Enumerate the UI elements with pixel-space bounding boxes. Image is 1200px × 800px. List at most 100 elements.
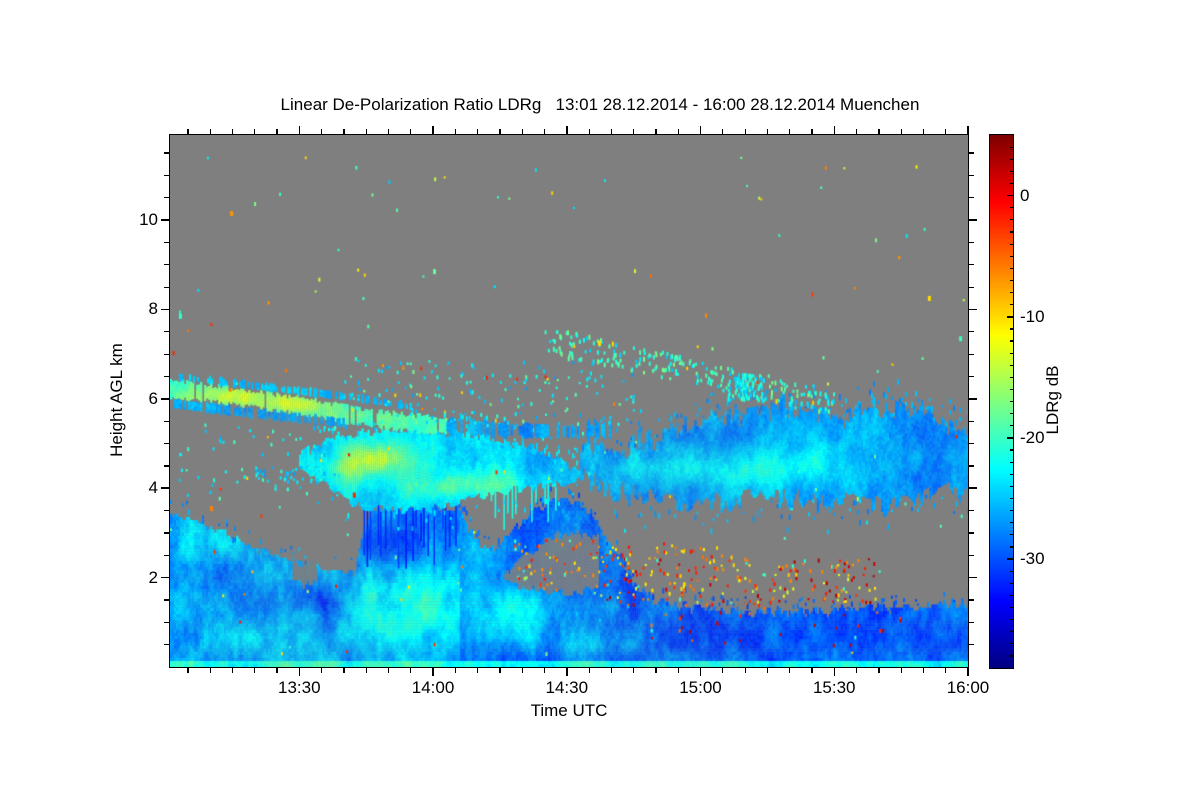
y-major-tick-right [969, 487, 977, 490]
x-minor-tick [922, 668, 925, 673]
y-tick-label: 4 [148, 478, 158, 498]
y-tick-label: 2 [148, 567, 158, 587]
colorbar-minor-tick [1010, 182, 1013, 185]
y-minor-tick [164, 152, 169, 154]
y-minor-tick-right [969, 375, 974, 378]
colorbar-minor-tick [1010, 304, 1013, 306]
x-minor-tick [744, 668, 746, 673]
x-major-tick-top [566, 126, 568, 134]
colorbar-label: LDRg dB [1043, 365, 1062, 435]
colorbar-tick-label: 0 [1020, 185, 1030, 205]
y-minor-tick-right [969, 465, 974, 467]
x-minor-tick [677, 668, 679, 673]
y-minor-tick-right [969, 554, 974, 556]
y-minor-tick [164, 465, 169, 467]
y-minor-tick-right [969, 353, 974, 355]
colorbar-minor-tick [1010, 267, 1013, 269]
colorbar-minor-tick [1010, 364, 1013, 366]
x-minor-tick [499, 668, 501, 673]
colorbar-minor-tick [1010, 485, 1013, 487]
y-minor-tick [164, 510, 169, 512]
x-minor-tick-top [588, 129, 590, 134]
colorbar-minor-tick [1010, 631, 1013, 633]
y-minor-tick-right [969, 286, 974, 288]
x-minor-tick [588, 668, 590, 673]
colorbar-minor-tick [1010, 510, 1013, 512]
y-minor-tick-right [969, 152, 974, 154]
plot-frame [169, 134, 969, 668]
y-minor-tick [164, 264, 169, 266]
y-minor-tick-right [969, 264, 974, 266]
y-minor-tick [164, 599, 169, 601]
colorbar-minor-tick [1010, 352, 1013, 354]
x-minor-tick [811, 668, 813, 673]
colorbar-tick-label: -30 [1020, 548, 1045, 568]
colorbar-minor-tick [1010, 255, 1013, 257]
x-minor-tick-top [610, 129, 613, 134]
x-minor-tick [521, 668, 523, 673]
x-minor-tick [410, 668, 412, 673]
colorbar-tick-label: -20 [1020, 427, 1045, 447]
x-axis-label: Time UTC [530, 701, 608, 720]
x-minor-tick-top [521, 129, 523, 134]
x-major-tick-top [432, 126, 434, 134]
y-minor-tick [164, 644, 169, 646]
colorbar-minor-tick [1010, 606, 1013, 609]
x-minor-tick-top [900, 129, 902, 134]
colorbar-minor-tick [1010, 497, 1013, 500]
y-major-tick [161, 398, 169, 400]
y-major-tick [161, 576, 169, 579]
x-minor-tick-top [945, 129, 947, 134]
x-tick-label: 15:30 [812, 678, 856, 697]
x-minor-tick-top [209, 129, 211, 134]
x-minor-tick-top [276, 129, 278, 134]
x-minor-tick [945, 668, 947, 673]
colorbar-minor-tick [1010, 243, 1013, 245]
colorbar-minor-tick [1010, 534, 1013, 536]
x-minor-tick [454, 668, 456, 673]
colorbar-minor-tick [1010, 619, 1013, 621]
x-minor-tick [387, 668, 390, 673]
y-minor-tick [164, 241, 169, 243]
x-major-tick [566, 668, 568, 676]
y-minor-tick-right [969, 532, 974, 534]
y-minor-tick-right [969, 644, 974, 646]
y-major-tick-right [969, 308, 977, 311]
colorbar-major-tick [1007, 558, 1013, 560]
y-minor-tick-right [969, 510, 974, 512]
colorbar-minor-tick [1010, 582, 1013, 584]
x-minor-tick-top [254, 129, 256, 134]
x-minor-tick [856, 668, 858, 673]
colorbar-minor-tick [1010, 425, 1013, 427]
x-minor-tick-top [766, 129, 769, 134]
x-minor-tick-top [365, 129, 367, 134]
colorbar-minor-tick [1010, 376, 1013, 378]
x-minor-tick-top [922, 129, 925, 134]
y-minor-tick-right [969, 442, 974, 445]
x-major-tick-top [699, 126, 702, 134]
x-minor-tick [343, 668, 345, 673]
x-minor-tick-top [633, 129, 635, 134]
x-minor-tick-top [343, 129, 345, 134]
x-minor-tick-top [811, 129, 813, 134]
x-major-tick [967, 668, 969, 676]
y-minor-tick [164, 554, 169, 556]
y-tick-label: 6 [148, 388, 158, 408]
colorbar-major-tick [1007, 315, 1013, 318]
x-minor-tick [633, 668, 635, 673]
colorbar-minor-tick [1010, 413, 1013, 415]
x-minor-tick [766, 668, 769, 673]
colorbar-minor-tick [1010, 546, 1013, 548]
colorbar-minor-tick [1010, 388, 1013, 391]
x-minor-tick-top [231, 129, 234, 134]
x-minor-tick-top [543, 129, 546, 134]
x-minor-tick-top [856, 129, 858, 134]
y-minor-tick [164, 420, 169, 422]
colorbar-minor-tick [1010, 219, 1013, 221]
x-major-tick-top [967, 126, 969, 134]
colorbar-minor-tick [1010, 522, 1013, 524]
chart-title: Linear De-Polarization Ratio LDRg 13:01 … [280, 95, 920, 114]
colorbar-minor-tick [1010, 461, 1013, 463]
y-major-tick [161, 219, 169, 221]
